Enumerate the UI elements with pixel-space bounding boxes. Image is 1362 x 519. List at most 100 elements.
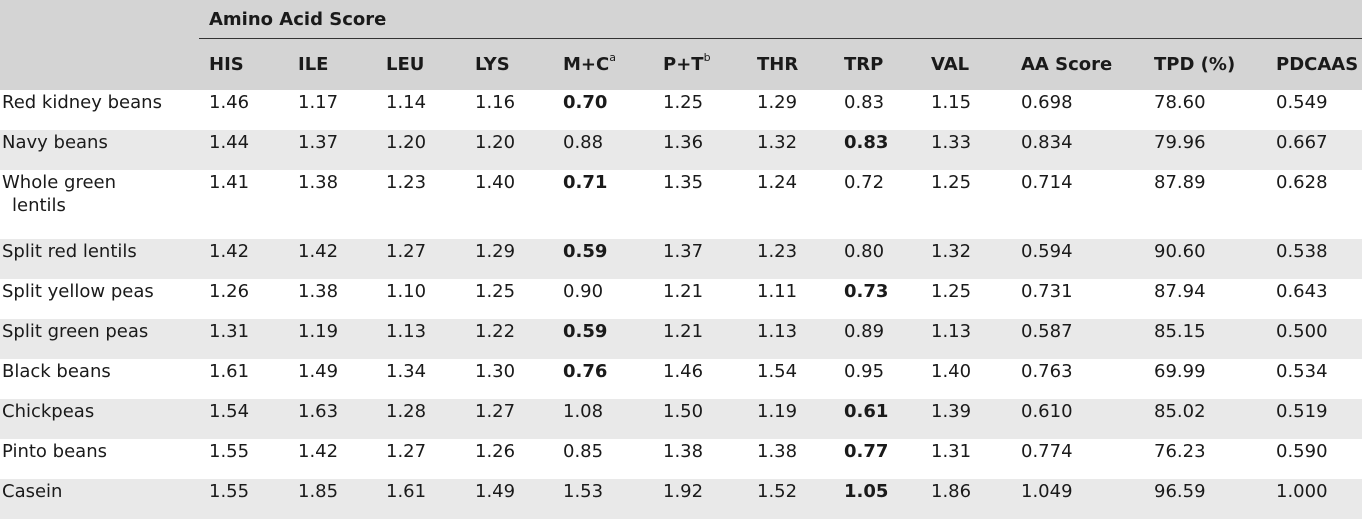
row-label: Whole green lentils	[0, 170, 199, 239]
table-cell: 1.38	[757, 441, 798, 462]
table-cell: 0.59	[553, 319, 653, 359]
table-cell: 1.42	[298, 441, 339, 462]
column-header: LYS	[465, 38, 553, 90]
table-cell: 1.23	[386, 172, 427, 193]
group-header: Amino Acid Score	[199, 0, 1362, 39]
table-cell: 0.72	[844, 172, 885, 193]
row-label-text: Split yellow peas	[2, 281, 154, 302]
table-cell: 1.13	[747, 319, 834, 359]
table-cell: 0.83	[844, 92, 885, 113]
row-label-text: Casein	[2, 481, 63, 502]
table-cell: 87.89	[1154, 172, 1206, 193]
row-label-continuation: lentils	[12, 195, 66, 216]
table-cell: 0.538	[1266, 239, 1362, 279]
row-label: Casein	[0, 479, 199, 519]
table-cell: 1.33	[921, 130, 1011, 170]
table-cell: 1.26	[209, 281, 250, 302]
table-cell: 1.35	[663, 172, 704, 193]
table-row: Black beans 1.61 1.49 1.34 1.30 0.76 1.46 1.54 0…	[0, 359, 1362, 399]
table-cell: 1.17	[298, 92, 339, 113]
table-cell: 1.38	[298, 281, 339, 302]
table-cell: 1.16	[475, 92, 516, 113]
table-cell: 0.519	[1266, 399, 1362, 439]
table-cell: 0.667	[1266, 130, 1362, 170]
table-cell: 1.25	[931, 281, 972, 302]
table-cell: 1.34	[386, 361, 427, 382]
table-cell: 1.44	[199, 130, 288, 170]
footnote-marker: a	[609, 51, 616, 64]
table-cell: 0.61	[834, 399, 921, 439]
table-cell: 1.22	[465, 319, 553, 359]
table-cell: 1.53	[553, 479, 653, 519]
table-cell: 0.610	[1011, 399, 1144, 439]
table-cell: 1.49	[298, 361, 339, 382]
column-header-label: ILE	[298, 54, 329, 75]
column-header-label: THR	[757, 54, 799, 75]
table-cell: 1.30	[475, 361, 516, 382]
table-cell: 1.38	[663, 441, 704, 462]
table-cell: 1.31	[931, 441, 972, 462]
table-cell: 1.36	[653, 130, 747, 170]
column-header-label: P+T	[663, 54, 704, 75]
row-label-text: Whole green	[2, 172, 117, 193]
table-cell: 0.83	[834, 130, 921, 170]
table-cell: 0.80	[834, 239, 921, 279]
table-cell: 0.85	[563, 441, 604, 462]
table-cell: 1.85	[288, 479, 376, 519]
table-row: Split yellow peas 1.26 1.38 1.10 1.25 0.90 1.2…	[0, 279, 1362, 319]
table-cell: 1.19	[747, 399, 834, 439]
table-cell: 1.46	[663, 361, 704, 382]
table-cell: 1.49	[465, 479, 553, 519]
row-label-text: Split green peas	[2, 321, 149, 342]
table-cell: 1.15	[931, 92, 972, 113]
table-cell: 1.55	[209, 441, 250, 462]
column-header: ILE	[288, 38, 376, 90]
table-row: Pinto beans 1.55 1.42 1.27 1.26 0.85 1.38 1.38 0…	[0, 439, 1362, 479]
table-cell: 1.13	[921, 319, 1011, 359]
table-cell: 0.587	[1011, 319, 1144, 359]
table-cell: 1.61	[376, 479, 465, 519]
column-header-label: LYS	[475, 54, 510, 75]
table-cell: 1.40	[931, 361, 972, 382]
row-label-text: Pinto beans	[2, 441, 107, 462]
table-cell: 1.55	[199, 479, 288, 519]
table-cell: 1.29	[465, 239, 553, 279]
column-header-label: TRP	[844, 54, 884, 75]
table-row: Red kidney beans 1.46 1.17 1.14 1.16 0.70 1.25…	[0, 90, 1362, 130]
table-cell: 0.71	[563, 172, 608, 193]
table-cell: 1.50	[653, 399, 747, 439]
table-cell: 1.31	[199, 319, 288, 359]
row-label-text: Split red lentils	[2, 241, 137, 262]
table-cell: 1.19	[288, 319, 376, 359]
table-cell: 1.20	[376, 130, 465, 170]
table-cell: 1.27	[376, 239, 465, 279]
table-cell: 87.94	[1154, 281, 1206, 302]
column-header: HIS	[199, 38, 288, 90]
table-row: Split red lentils 1.42 1.42 1.27 1.29 0.59 1.3…	[0, 239, 1362, 279]
table-cell: 0.698	[1021, 92, 1073, 113]
table-cell: 0.714	[1021, 172, 1073, 193]
table-cell: 1.05	[834, 479, 921, 519]
table-cell: 1.28	[376, 399, 465, 439]
column-header: LEU	[376, 38, 465, 90]
table-cell: 85.02	[1144, 399, 1266, 439]
table-cell: 1.37	[288, 130, 376, 170]
table-cell: 1.32	[921, 239, 1011, 279]
table-cell: 1.08	[553, 399, 653, 439]
footnote-marker: b	[703, 51, 711, 64]
row-label: Pinto beans	[0, 439, 199, 479]
row-label: Navy beans	[0, 130, 199, 170]
table-cell: 1.92	[653, 479, 747, 519]
table-cell: 0.834	[1011, 130, 1144, 170]
row-label: Split yellow peas	[0, 279, 199, 319]
table-cell: 1.11	[757, 281, 798, 302]
table-cell: 0.500	[1266, 319, 1362, 359]
table-cell: 1.21	[653, 319, 747, 359]
table-cell: 69.99	[1154, 361, 1206, 382]
table-cell: 1.42	[199, 239, 288, 279]
table-cell: 96.59	[1144, 479, 1266, 519]
row-label-text: Red kidney beans	[2, 92, 162, 113]
column-header-label: AA Score	[1021, 54, 1113, 75]
table-cell: 1.32	[747, 130, 834, 170]
